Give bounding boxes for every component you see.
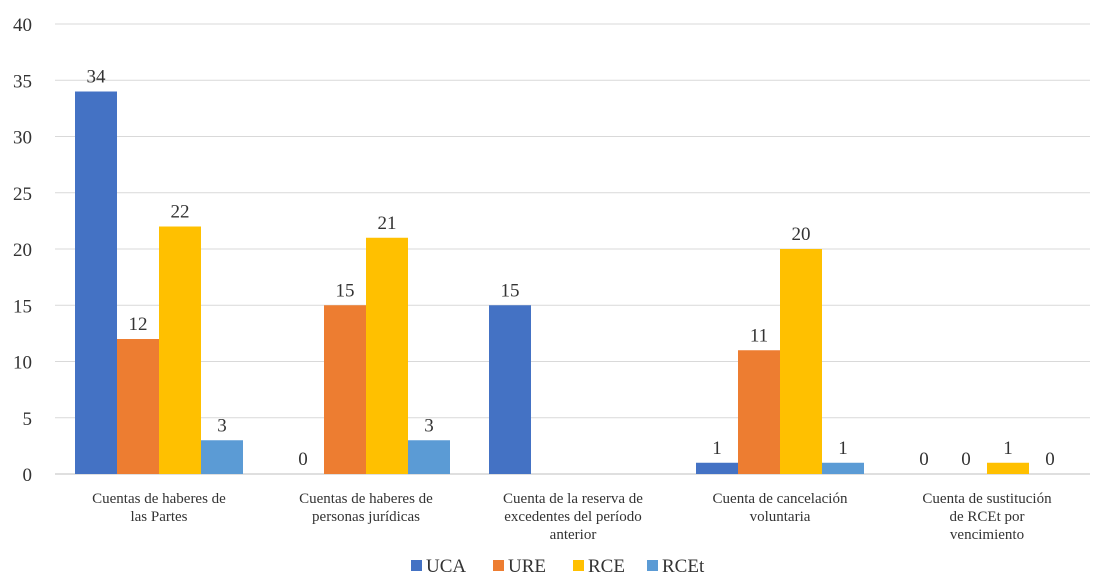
legend-label: URE (508, 556, 546, 577)
legend-item-rce: RCE (573, 556, 625, 577)
bar-rcet (822, 462, 864, 474)
data-label: 34 (87, 67, 107, 88)
legend-item-rcet: RCEt (647, 556, 705, 577)
y-axis-ticks: 0 5 10 15 20 25 30 35 40 (13, 15, 32, 486)
data-label: 0 (298, 449, 308, 470)
data-label: 21 (378, 213, 397, 234)
bar-uca (489, 305, 531, 474)
bars (75, 91, 1029, 474)
data-label: 3 (424, 415, 434, 436)
legend-label: RCEt (662, 556, 705, 577)
y-tick-label: 35 (13, 71, 32, 92)
legend: UCA URE RCE RCEt (411, 556, 705, 577)
y-tick-label: 25 (13, 184, 32, 205)
data-label: 22 (171, 202, 190, 223)
category-labels: Cuentas de haberes de las Partes Cuentas d… (92, 491, 1052, 543)
bar-ure (117, 339, 159, 474)
y-tick-label: 40 (13, 15, 32, 36)
x-category-label: Cuentas de haberes de las Partes (92, 491, 226, 525)
bar-uca (696, 462, 738, 474)
bar-ure (738, 350, 780, 474)
data-label: 0 (961, 449, 971, 470)
data-label: 20 (792, 224, 811, 245)
y-tick-label: 10 (13, 353, 32, 374)
x-category-label: Cuentas de haberes de personas jurídicas (299, 491, 433, 525)
y-tick-label: 5 (23, 409, 33, 430)
legend-label: UCA (426, 556, 466, 577)
bar-rce (366, 237, 408, 474)
y-tick-label: 20 (13, 240, 32, 261)
data-label: 0 (919, 449, 929, 470)
legend-swatch (647, 560, 658, 571)
bar-rce (159, 226, 201, 474)
data-label: 1 (1003, 438, 1013, 459)
bar-uca (75, 91, 117, 474)
data-label: 0 (1045, 449, 1055, 470)
legend-swatch (411, 560, 422, 571)
data-label: 1 (838, 438, 848, 459)
bar-rce (987, 462, 1029, 474)
data-label: 11 (750, 325, 768, 346)
x-category-label: Cuenta de sustitución de RCEt por vencimie… (922, 491, 1052, 543)
data-label: 15 (336, 280, 355, 301)
data-label: 12 (129, 314, 148, 335)
data-labels: 34 0 15 1 0 12 15 11 0 22 21 20 1 3 3 1 0 (87, 67, 1055, 471)
legend-item-uca: UCA (411, 556, 466, 577)
legend-swatch (573, 560, 584, 571)
gridlines (55, 23, 1090, 475)
bar-rcet (201, 440, 243, 474)
data-label: 1 (712, 438, 722, 459)
y-tick-label: 15 (13, 296, 32, 317)
bar-rce (780, 249, 822, 474)
x-category-label: Cuenta de la reserva de excedentes del pe… (503, 491, 643, 543)
legend-item-ure: URE (493, 556, 546, 577)
y-tick-label: 30 (13, 128, 32, 149)
legend-label: RCE (588, 556, 625, 577)
x-category-label: Cuenta de cancelación voluntaria (713, 491, 848, 525)
bar-ure (324, 305, 366, 474)
y-tick-label: 0 (23, 465, 33, 486)
legend-swatch (493, 560, 504, 571)
data-label: 3 (217, 415, 227, 436)
bar-rcet (408, 440, 450, 474)
data-label: 15 (501, 280, 520, 301)
